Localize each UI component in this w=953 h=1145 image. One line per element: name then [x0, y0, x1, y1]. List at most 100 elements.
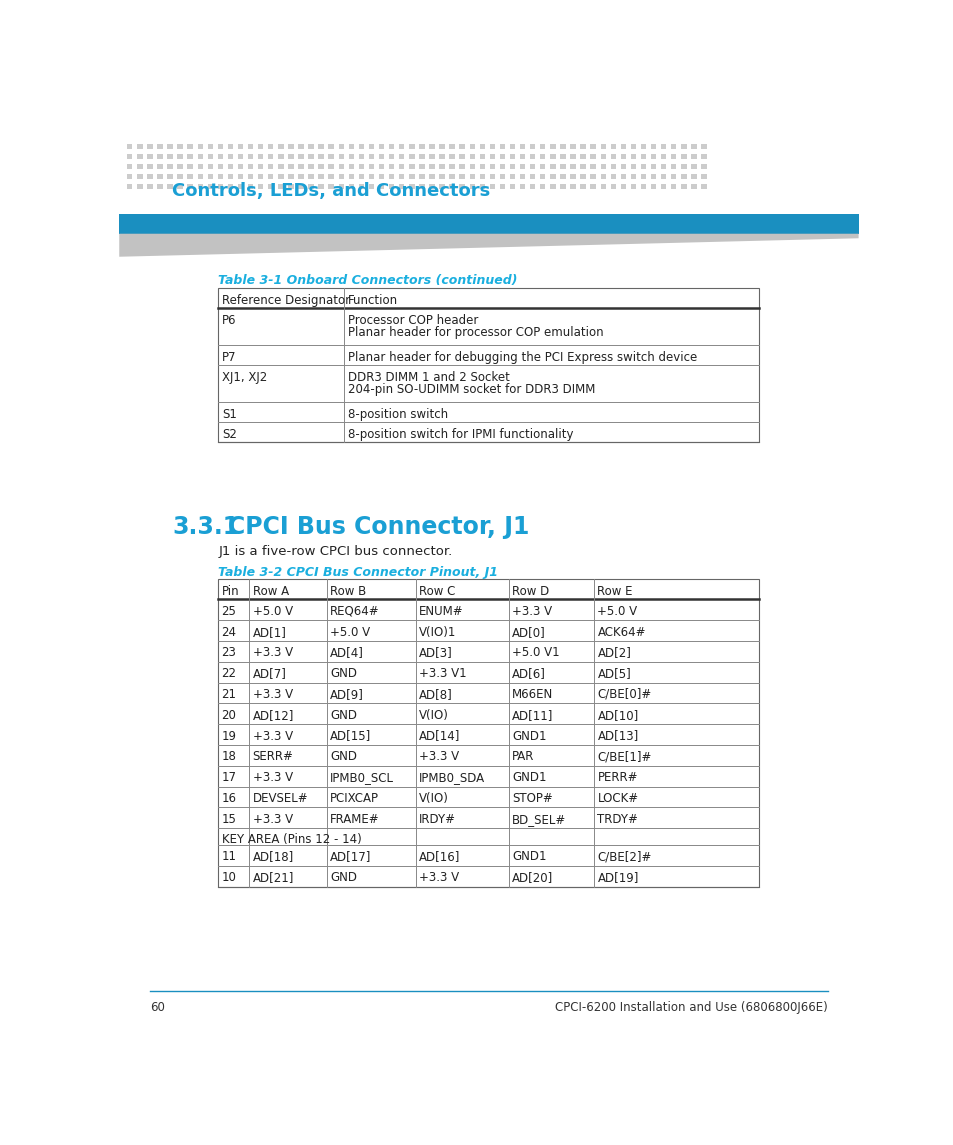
Bar [278, 174, 283, 179]
Bar [167, 174, 172, 179]
Text: C/BE[0]#: C/BE[0]# [597, 688, 651, 701]
Bar [338, 164, 344, 169]
Text: 8-position switch for IPMI functionality: 8-position switch for IPMI functionality [348, 428, 573, 441]
Bar [489, 164, 495, 169]
Bar [670, 143, 676, 149]
Text: Table 3-1 Onboard Connectors (continued): Table 3-1 Onboard Connectors (continued) [218, 275, 517, 287]
Bar [208, 143, 213, 149]
Text: +3.3 V: +3.3 V [253, 813, 293, 826]
Bar [248, 164, 253, 169]
Bar [418, 164, 424, 169]
Bar [308, 164, 314, 169]
Text: Row E: Row E [597, 585, 632, 598]
Bar [590, 164, 596, 169]
Bar [338, 153, 344, 159]
Text: P6: P6 [222, 314, 236, 326]
Bar [338, 183, 344, 189]
Bar [127, 143, 132, 149]
Text: V(IO): V(IO) [418, 792, 449, 805]
Bar [369, 183, 374, 189]
Text: 204-pin SO-UDIMM socket for DDR3 DIMM: 204-pin SO-UDIMM socket for DDR3 DIMM [348, 384, 595, 396]
Bar [409, 183, 415, 189]
Text: AD[16]: AD[16] [418, 851, 460, 863]
Text: 11: 11 [221, 851, 236, 863]
Bar [439, 183, 444, 189]
Bar [449, 183, 455, 189]
Bar [499, 143, 505, 149]
Text: IRDY#: IRDY# [418, 813, 456, 826]
Text: Pin: Pin [221, 585, 239, 598]
Bar [610, 143, 616, 149]
Bar [177, 143, 183, 149]
Bar [670, 153, 676, 159]
Bar [378, 183, 384, 189]
Bar [680, 143, 686, 149]
Text: Row B: Row B [330, 585, 366, 598]
Text: AD[0]: AD[0] [512, 625, 545, 639]
Bar [439, 153, 444, 159]
Bar [237, 143, 243, 149]
Bar [137, 174, 142, 179]
Bar [318, 164, 323, 169]
Bar [398, 164, 404, 169]
Bar [519, 143, 525, 149]
Text: +3.3 V: +3.3 V [418, 871, 458, 884]
Bar [559, 153, 565, 159]
Bar [208, 153, 213, 159]
Bar [177, 164, 183, 169]
Bar [680, 164, 686, 169]
Text: 19: 19 [221, 729, 236, 742]
Bar [660, 174, 666, 179]
Bar [187, 174, 193, 179]
Bar [630, 183, 636, 189]
Text: +3.3 V: +3.3 V [253, 729, 293, 742]
Bar [369, 174, 374, 179]
Bar [398, 143, 404, 149]
Bar [268, 143, 274, 149]
Bar [670, 183, 676, 189]
Bar [348, 153, 354, 159]
Bar [670, 164, 676, 169]
Bar [449, 164, 455, 169]
Bar [570, 183, 575, 189]
Text: +3.3 V1: +3.3 V1 [418, 668, 466, 680]
Bar [579, 164, 585, 169]
Bar [489, 143, 495, 149]
Bar [147, 164, 152, 169]
Bar [570, 143, 575, 149]
Bar [640, 174, 645, 179]
Bar [539, 174, 545, 179]
Bar [559, 174, 565, 179]
Bar [570, 164, 575, 169]
Bar [630, 143, 636, 149]
Text: SERR#: SERR# [253, 750, 294, 764]
Bar [590, 183, 596, 189]
Bar [439, 143, 444, 149]
Text: +5.0 V1: +5.0 V1 [512, 647, 559, 660]
Bar [147, 183, 152, 189]
Bar [439, 174, 444, 179]
Bar [530, 183, 535, 189]
Text: S2: S2 [222, 428, 237, 441]
Bar [348, 183, 354, 189]
Bar [610, 164, 616, 169]
Bar [208, 174, 213, 179]
Text: AD[20]: AD[20] [512, 871, 553, 884]
Text: PERR#: PERR# [597, 771, 638, 784]
Text: Row A: Row A [253, 585, 289, 598]
Bar [369, 143, 374, 149]
Bar [187, 143, 193, 149]
Bar [328, 164, 334, 169]
Text: AD[15]: AD[15] [330, 729, 371, 742]
Bar [479, 174, 484, 179]
Bar [197, 143, 203, 149]
Bar [248, 153, 253, 159]
Text: STOP#: STOP# [512, 792, 553, 805]
Bar [579, 143, 585, 149]
Text: CPCI-6200 Installation and Use (6806800J66E): CPCI-6200 Installation and Use (6806800J… [555, 1002, 827, 1014]
Bar [217, 153, 223, 159]
Bar [700, 143, 706, 149]
Bar [268, 183, 274, 189]
Bar [579, 183, 585, 189]
Bar [119, 214, 858, 234]
